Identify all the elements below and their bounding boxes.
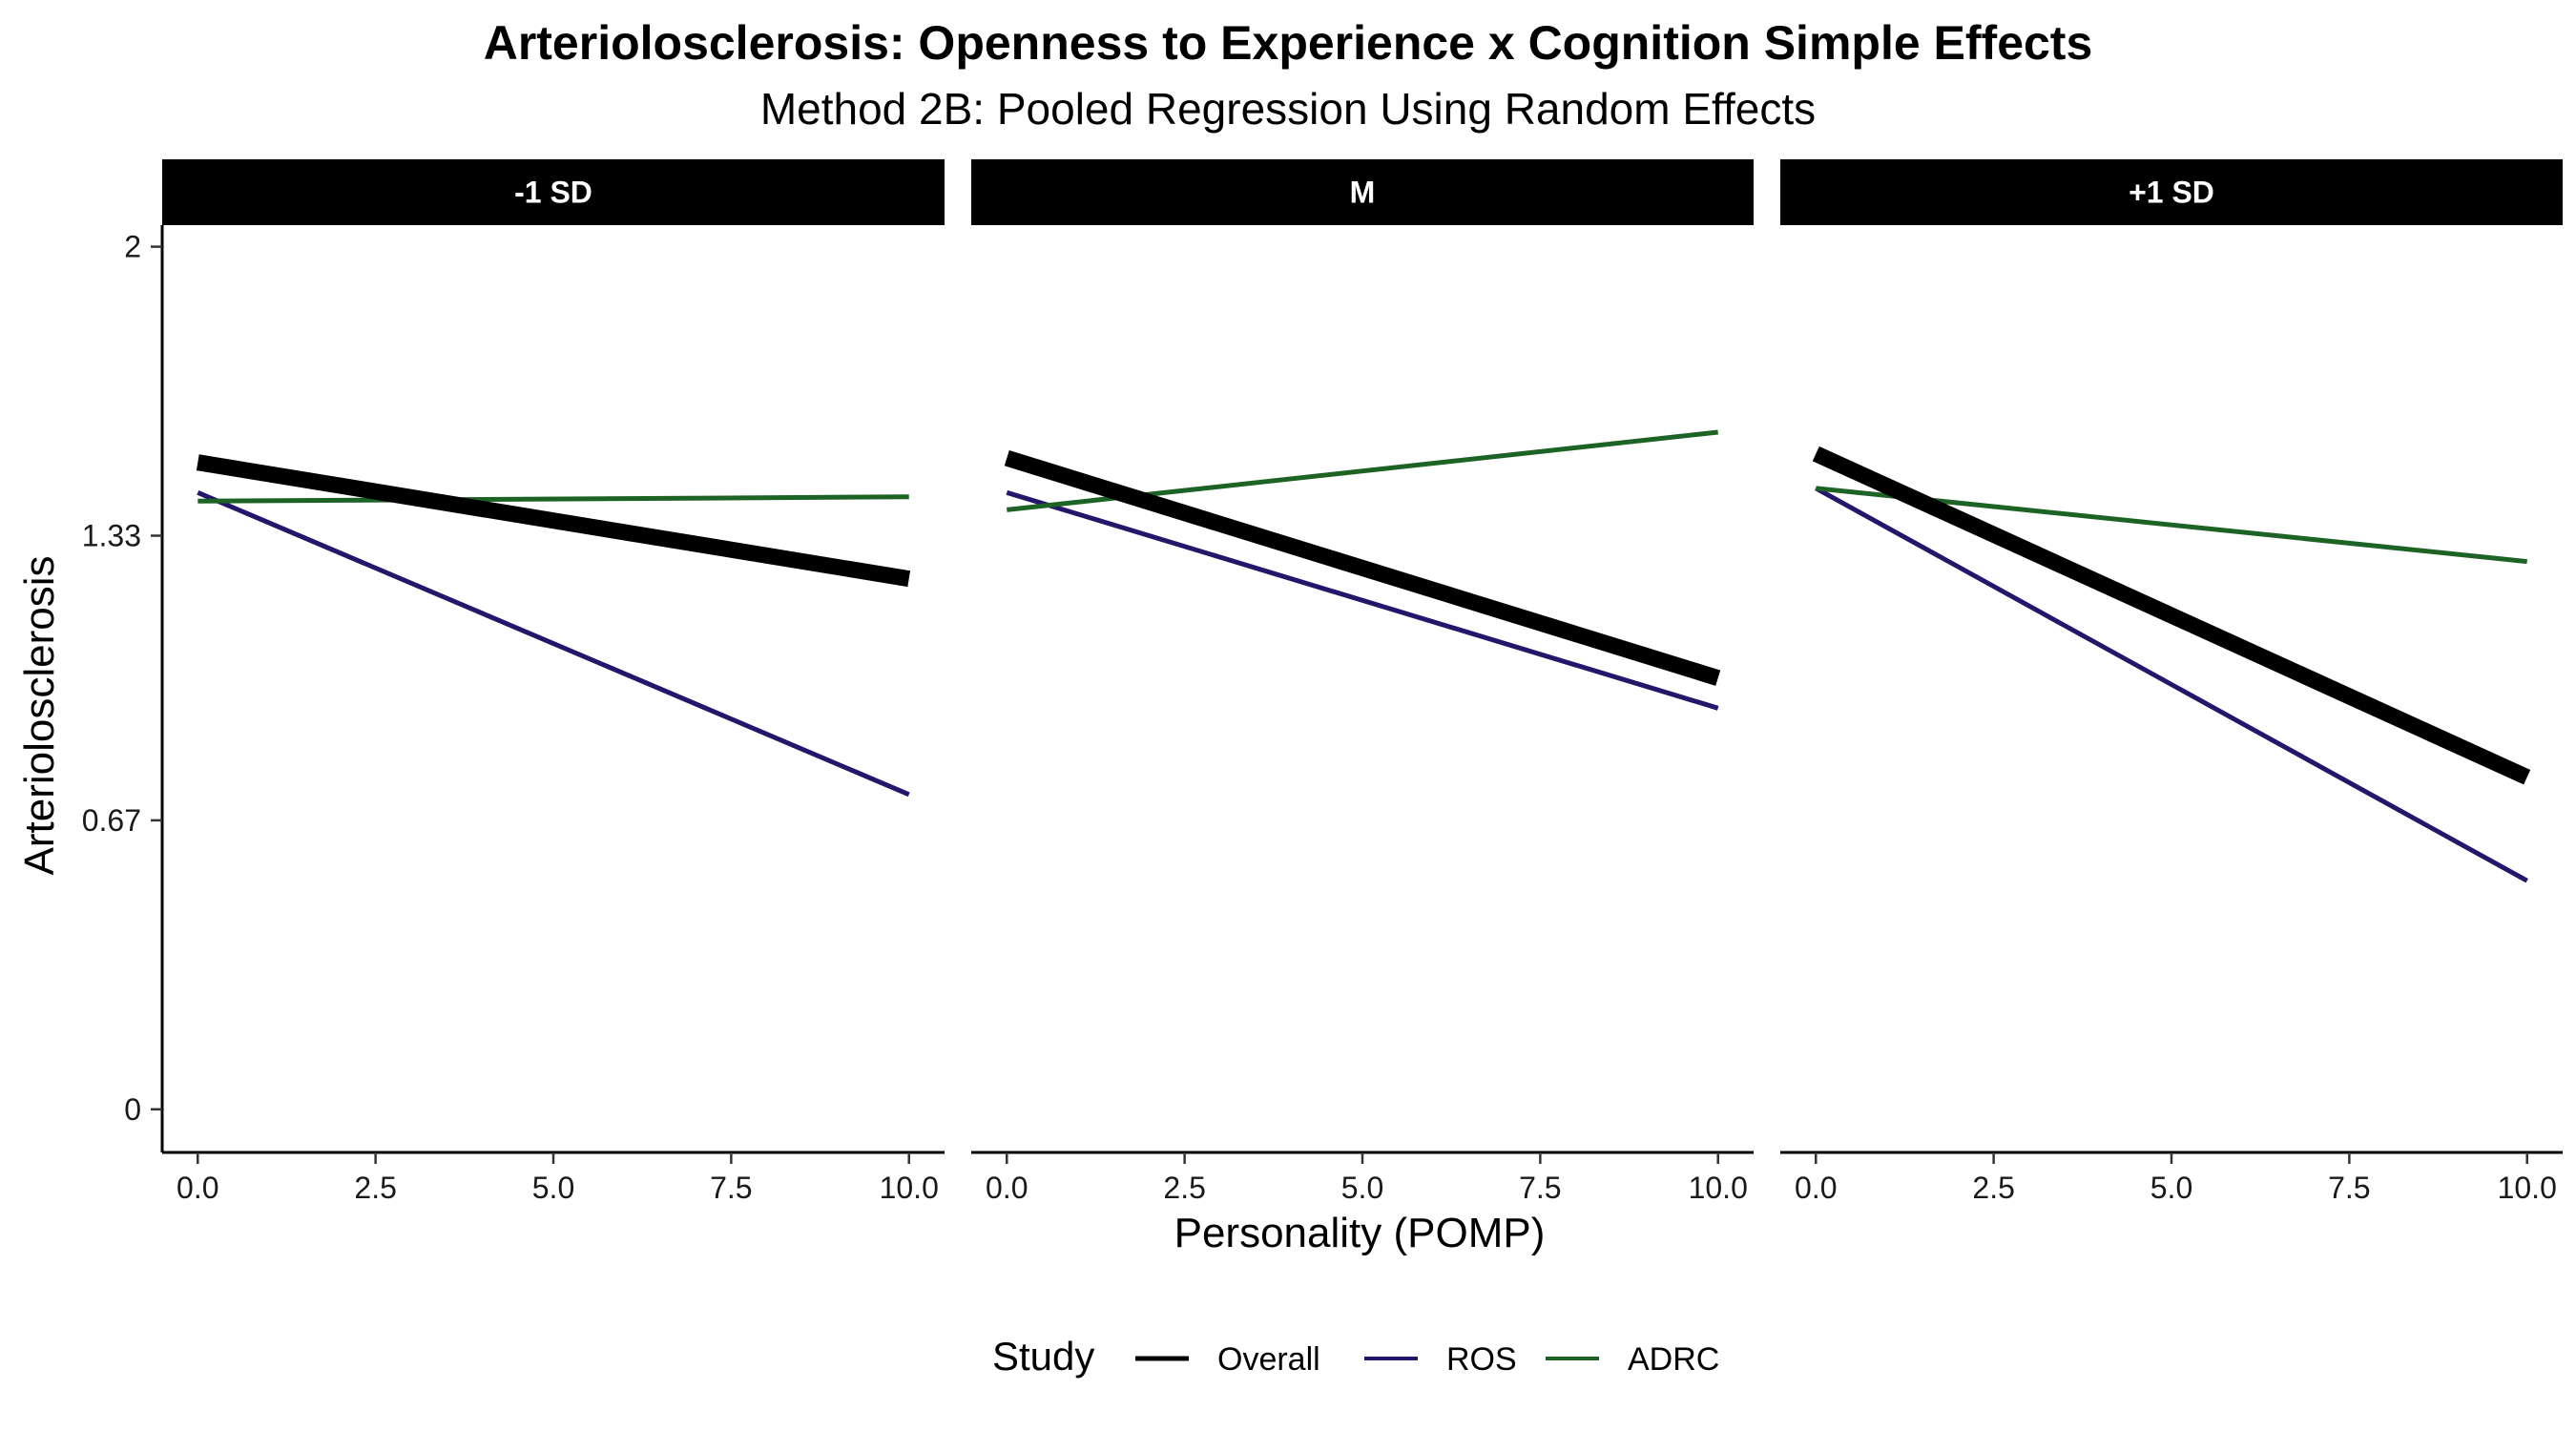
legend: Study Overall ROS ADRC [992, 1334, 1719, 1379]
legend-label-overall: Overall [1217, 1341, 1320, 1378]
facet-strip-label: M [1350, 176, 1376, 210]
x-tick-label: 5.0 [532, 1171, 574, 1205]
x-tick-label: 10.0 [1689, 1171, 1748, 1205]
y-tick-label: 0.67 [82, 803, 141, 838]
facet-panel-1-sd: -1 SD 0.0 2.5 5.0 7.5 10.0 0 0.67 1.33 2 [82, 159, 945, 1205]
x-tick-label: 10.0 [2498, 1171, 2557, 1205]
y-tick-label: 0 [124, 1092, 141, 1127]
x-tick-label: 7.5 [2328, 1171, 2370, 1205]
y-axis-title: Arteriolosclerosis [16, 556, 63, 876]
legend-label-ros: ROS [1446, 1341, 1517, 1378]
legend-label-adrc: ADRC [1628, 1341, 1719, 1378]
facet-strip-1-sd [162, 159, 945, 225]
x-tick-label: 2.5 [354, 1171, 396, 1205]
series-line-overall [1812, 446, 2531, 785]
chart-title: Arteriolosclerosis: Openness to Experien… [484, 16, 2093, 70]
series-line-ros [1006, 489, 1719, 711]
chart-subtitle: Method 2B: Pooled Regression Using Rando… [760, 84, 1816, 134]
facet-strip-label: +1 SD [2129, 176, 2214, 210]
x-tick-label: 2.5 [1972, 1171, 2014, 1205]
facet-panels: -1 SD 0.0 2.5 5.0 7.5 10.0 0 0.67 1.33 2 M 0.0 2.5 5.… [82, 159, 2563, 1205]
series-line-ros [197, 489, 910, 798]
facet-strip-1-sd [1780, 159, 2563, 225]
facet-panel-1-sd: +1 SD 0.0 2.5 5.0 7.5 10.0 [1780, 159, 2563, 1205]
series-line-adrc [197, 494, 909, 504]
x-tick-label: 2.5 [1163, 1171, 1205, 1205]
x-tick-label: 0.0 [986, 1171, 1028, 1205]
y-tick-label: 1.33 [82, 519, 141, 553]
facet-strip-m [971, 159, 1754, 225]
x-tick-label: 10.0 [880, 1171, 939, 1205]
facet-strip-label: -1 SD [514, 176, 592, 210]
x-tick-label: 5.0 [2150, 1171, 2192, 1205]
series-line-ros [1815, 486, 2528, 883]
legend-title: Study [992, 1334, 1094, 1379]
x-tick-label: 0.0 [177, 1171, 218, 1205]
x-tick-label: 5.0 [1341, 1171, 1383, 1205]
facet-panel-m: M 0.0 2.5 5.0 7.5 10.0 [971, 159, 1754, 1205]
x-tick-label: 7.5 [1519, 1171, 1561, 1205]
series-line-overall [196, 454, 911, 588]
series-line-overall [1004, 449, 1721, 686]
x-tick-label: 7.5 [710, 1171, 752, 1205]
x-tick-label: 0.0 [1795, 1171, 1837, 1205]
x-axis-title: Personality (POMP) [1174, 1210, 1546, 1256]
y-tick-label: 2 [124, 230, 141, 264]
